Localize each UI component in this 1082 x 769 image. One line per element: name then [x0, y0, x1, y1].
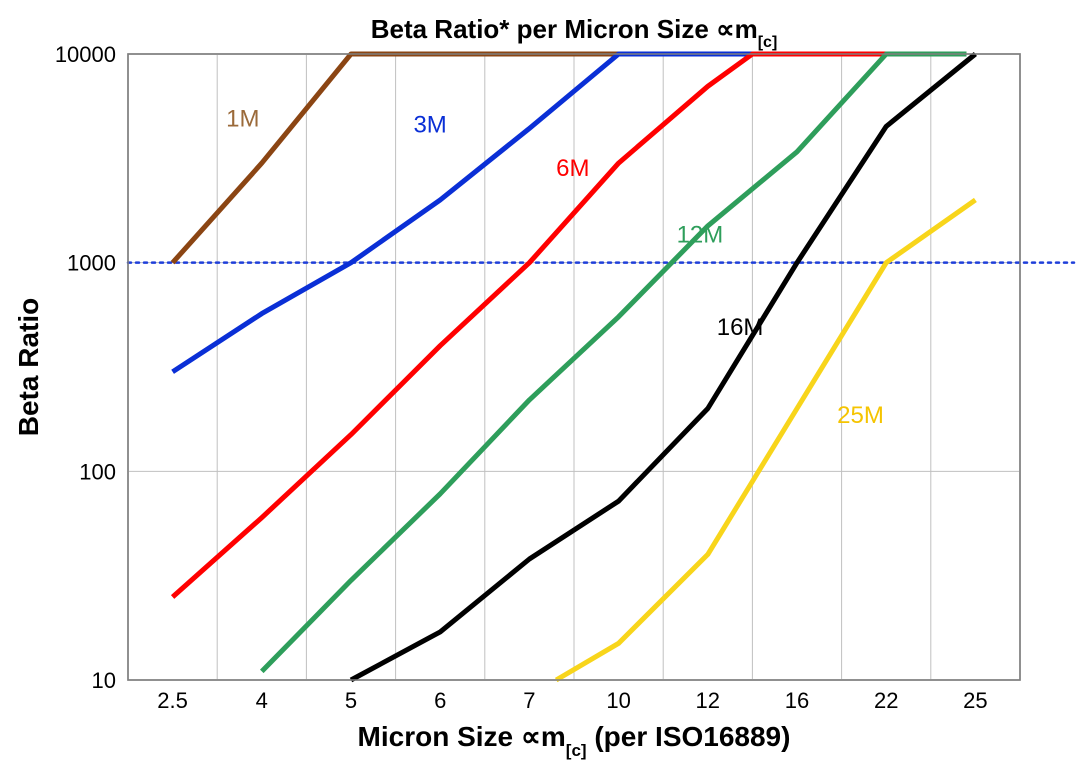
x-tick-label: 4: [256, 688, 268, 713]
beta-ratio-chart: 1M 3M 6M 12M 16M 25M 2.5 4 5 6 7 10 12 16 22 25 10 100 100…: [0, 0, 1082, 769]
x-tick-label: 22: [874, 688, 898, 713]
y-tick-label: 1000: [67, 251, 116, 276]
y-tick-label: 10000: [55, 42, 116, 67]
series-label-16M: 16M: [717, 314, 764, 341]
y-axis-label: Beta Ratio: [13, 298, 44, 436]
x-tick-label: 6: [434, 688, 446, 713]
series-label-1M: 1M: [226, 105, 259, 132]
series-label-3M: 3M: [413, 112, 446, 139]
series-label-6M: 6M: [556, 155, 589, 182]
chart-title: Beta Ratio* per Micron Size ∝m[c]: [371, 14, 778, 51]
series-label-25M: 25M: [837, 402, 884, 429]
y-tick-label: 100: [79, 459, 116, 484]
x-tick-label: 12: [696, 688, 720, 713]
series-label-12M: 12M: [677, 221, 724, 248]
x-tick-label: 2.5: [157, 688, 188, 713]
x-tick-label: 16: [785, 688, 809, 713]
chart-container: 1M 3M 6M 12M 16M 25M 2.5 4 5 6 7 10 12 16 22 25 10 100 100…: [0, 0, 1082, 769]
y-tick-label: 10: [92, 668, 116, 693]
x-tick-label: 10: [606, 688, 630, 713]
x-axis-label: Micron Size ∝m[c] (per ISO16889): [358, 721, 791, 760]
x-tick-label: 25: [963, 688, 987, 713]
x-tick-label: 5: [345, 688, 357, 713]
x-tick-label: 7: [523, 688, 535, 713]
